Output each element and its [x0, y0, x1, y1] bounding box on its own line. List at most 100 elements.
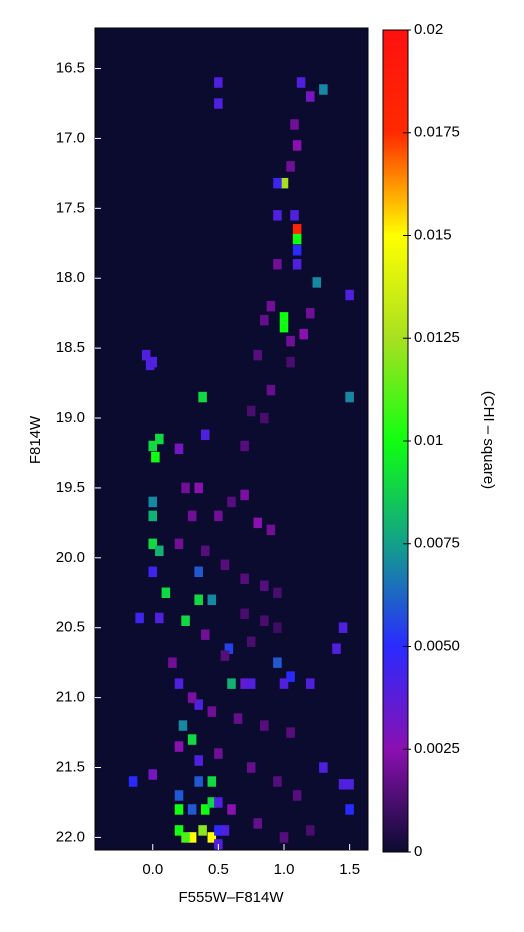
colorbar-tick-label: 0.0075: [414, 535, 460, 552]
heatmap-cell: [253, 349, 263, 361]
heatmap-cell: [200, 804, 210, 815]
heatmap-cell: [214, 825, 223, 836]
heatmap-cell: [214, 748, 223, 759]
heatmap-cell: [305, 307, 315, 319]
heatmap-cell: [290, 210, 299, 221]
heatmap-cell: [194, 699, 203, 710]
x-tick-label: 1.5: [339, 861, 360, 878]
heatmap-cell: [286, 356, 295, 368]
heatmap-cell: [187, 804, 197, 815]
y-tick-label: 20.0: [56, 549, 85, 566]
heatmap-cell: [181, 482, 190, 494]
y-tick-label: 18.5: [56, 339, 85, 356]
heatmap-cell: [161, 587, 171, 599]
heatmap-cell: [151, 451, 160, 463]
heatmap-cell: [260, 314, 269, 326]
heatmap-cell: [174, 741, 184, 752]
heatmap-cell: [290, 119, 299, 130]
colorbar-tick-label: 0: [414, 843, 422, 860]
heatmap-cell: [266, 300, 276, 312]
heatmap-cell: [260, 580, 269, 592]
heatmap-cell: [174, 790, 184, 801]
y-tick-label: 22.0: [56, 828, 85, 845]
heatmap-cell: [194, 594, 203, 606]
heatmap-cell: [246, 762, 256, 773]
heatmap-cell: [273, 587, 282, 599]
heatmap-cell: [338, 779, 348, 790]
heatmap-cell: [286, 727, 295, 738]
heatmap-cell: [260, 720, 269, 731]
heatmap-cell: [145, 359, 155, 371]
heatmap-cell: [345, 289, 354, 301]
heatmap-cell: [273, 657, 282, 668]
heatmap-cell: [198, 825, 207, 836]
heatmap-cell: [135, 612, 144, 624]
heatmap-cell: [305, 678, 315, 689]
colorbar-label: (CHI – square): [480, 391, 497, 489]
colorbar-tick-label: 0.0050: [414, 637, 460, 654]
heatmap-cell: [240, 678, 249, 689]
heatmap-cell: [220, 559, 230, 571]
heatmap-cell: [148, 510, 158, 522]
heatmap-cell: [148, 440, 158, 452]
x-axis-label: F555W–F814W: [178, 889, 284, 906]
heatmap-cell: [279, 177, 289, 189]
heatmap-cell: [260, 615, 269, 626]
heatmap-cell: [273, 210, 282, 221]
heatmap-cell: [148, 538, 158, 550]
heatmap-cell: [312, 277, 322, 288]
heatmap-cell: [292, 245, 302, 256]
heatmap-cell: [178, 720, 188, 731]
heatmap-cell: [286, 671, 295, 682]
heatmap-cell: [319, 762, 328, 773]
heatmap-cell: [286, 335, 295, 347]
heatmap-cell: [207, 832, 217, 843]
heatmap-cell: [279, 678, 289, 689]
heatmap-cell: [279, 321, 289, 333]
heatmap-cell: [214, 797, 223, 808]
heatmap-cell: [279, 312, 289, 323]
heatmap-cell: [240, 608, 249, 619]
heatmap-cell: [224, 643, 234, 654]
heatmap-cell: [292, 140, 302, 151]
heatmap-cell: [200, 429, 210, 441]
heatmap-cell: [181, 615, 190, 626]
heatmap-cell: [345, 391, 354, 403]
heatmap-cell: [187, 510, 197, 522]
heatmap-cell: [207, 797, 217, 808]
heatmap-cell: [273, 259, 282, 270]
heatmap-cell: [266, 524, 276, 536]
colorbar-tick-label: 0.0025: [414, 740, 460, 757]
heatmap-cell: [296, 77, 306, 88]
heatmap-cell: [200, 629, 210, 640]
heatmap-cell: [227, 804, 236, 815]
heatmap-cell: [128, 776, 138, 787]
heatmap-cell: [273, 177, 282, 189]
colorbar-tick-label: 0.01: [414, 432, 443, 449]
plot-frame: [94, 27, 369, 851]
heatmap-cell: [194, 482, 203, 494]
heatmap-cell: [332, 643, 341, 654]
heatmap-cell: [155, 433, 164, 445]
heatmap-cell: [279, 832, 289, 843]
heatmap-cell: [260, 412, 269, 424]
heatmap-cell: [148, 566, 158, 578]
heatmap-cell: [207, 706, 217, 717]
heatmap-cell: [345, 804, 354, 815]
x-tick-label: 0.0: [142, 861, 163, 878]
heatmap-cell: [240, 573, 249, 585]
heatmap-cell: [227, 678, 236, 689]
heatmap-cell: [292, 233, 302, 245]
heatmap-cell: [198, 391, 207, 403]
heatmap-cell: [194, 755, 203, 766]
heatmap-cell: [174, 678, 184, 689]
heatmap-cell: [141, 349, 151, 361]
y-tick-label: 21.0: [56, 689, 85, 706]
heatmap-cell: [292, 259, 302, 270]
heatmap-cell: [207, 594, 217, 606]
heatmap-cell: [305, 825, 315, 836]
colorbar-tick-label: 0.0175: [414, 124, 460, 141]
y-tick-label: 16.5: [56, 60, 85, 77]
heatmap-cell: [187, 734, 197, 745]
heatmap-cell: [148, 496, 158, 508]
